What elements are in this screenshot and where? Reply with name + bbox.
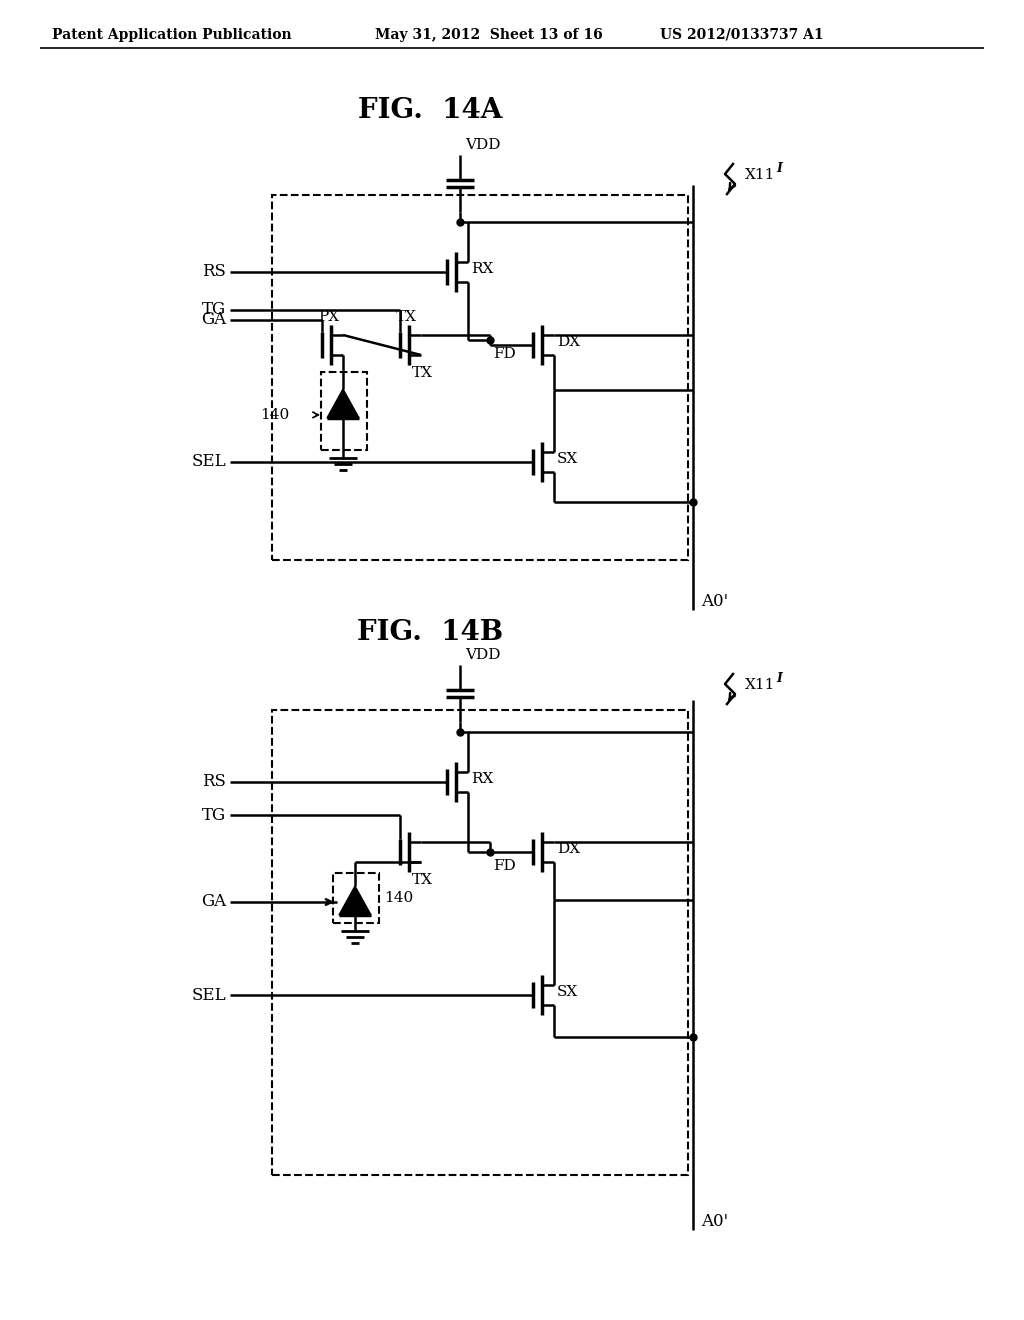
- Text: TG: TG: [202, 807, 226, 824]
- Text: RS: RS: [202, 774, 226, 791]
- Text: TX: TX: [396, 310, 417, 323]
- Text: PX: PX: [318, 310, 339, 323]
- Text: Patent Application Publication: Patent Application Publication: [52, 28, 292, 42]
- Text: SX: SX: [557, 985, 579, 999]
- Text: 140: 140: [260, 408, 289, 422]
- Polygon shape: [339, 886, 371, 915]
- Text: RX: RX: [471, 261, 494, 276]
- Text: TX: TX: [412, 873, 433, 887]
- Text: SEL: SEL: [191, 986, 226, 1003]
- Text: FIG.  14A: FIG. 14A: [357, 96, 502, 124]
- Text: SEL: SEL: [191, 454, 226, 470]
- Bar: [272, 195, 688, 560]
- Bar: [321, 372, 367, 450]
- Text: GA: GA: [201, 312, 226, 329]
- Bar: [272, 710, 688, 1175]
- Text: VDD: VDD: [465, 648, 501, 663]
- Text: RX: RX: [471, 772, 494, 785]
- Text: X11: X11: [745, 168, 775, 182]
- Text: X11: X11: [745, 678, 775, 692]
- Text: May 31, 2012  Sheet 13 of 16: May 31, 2012 Sheet 13 of 16: [375, 28, 603, 42]
- Text: FIG.  14B: FIG. 14B: [357, 619, 503, 645]
- Text: VDD: VDD: [465, 139, 501, 152]
- Text: A0': A0': [701, 594, 728, 610]
- Text: FD: FD: [493, 859, 516, 873]
- Text: TX: TX: [412, 366, 433, 380]
- Text: DX: DX: [557, 335, 581, 348]
- Text: FD: FD: [493, 347, 516, 360]
- Text: TG: TG: [202, 301, 226, 318]
- Polygon shape: [327, 389, 359, 418]
- Text: I: I: [776, 161, 782, 174]
- Text: RS: RS: [202, 264, 226, 281]
- Text: DX: DX: [557, 842, 581, 855]
- Text: 140: 140: [384, 891, 414, 906]
- Bar: [333, 873, 379, 923]
- Text: GA: GA: [201, 894, 226, 911]
- Text: I: I: [776, 672, 782, 685]
- Text: SX: SX: [557, 451, 579, 466]
- Text: A0': A0': [701, 1213, 728, 1230]
- Text: US 2012/0133737 A1: US 2012/0133737 A1: [660, 28, 823, 42]
